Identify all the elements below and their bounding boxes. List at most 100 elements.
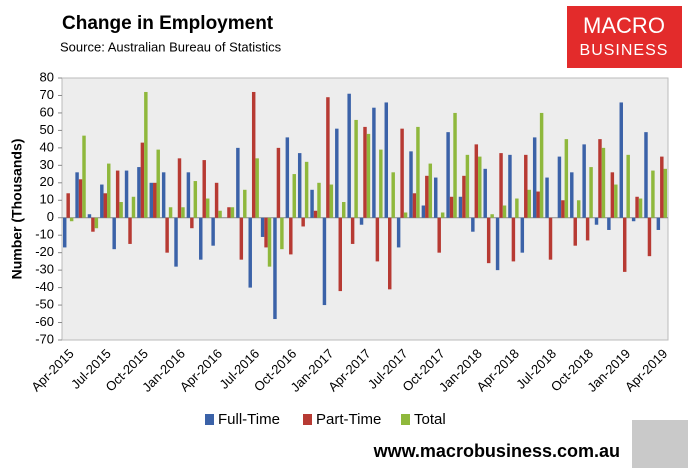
bar [539, 112, 544, 218]
legend-label: Full-Time [218, 411, 280, 428]
y-tick-label: 60 [40, 104, 54, 119]
bar [66, 193, 70, 218]
bar [598, 139, 602, 218]
bar [576, 200, 581, 218]
bar [205, 198, 210, 218]
bar [570, 172, 574, 218]
bar [186, 172, 191, 218]
bar [622, 217, 627, 272]
legend-label: Part-Time [316, 411, 381, 428]
bar [663, 168, 668, 218]
bar [545, 177, 549, 218]
bar [251, 91, 256, 218]
bar [297, 153, 302, 218]
bar [267, 217, 272, 267]
bar [211, 217, 215, 246]
y-tick-label: -10 [35, 227, 54, 242]
logo-line: BUSINESS [580, 42, 669, 59]
bar [202, 160, 206, 218]
y-tick-label: -70 [35, 331, 54, 346]
bar [660, 156, 664, 218]
bar [62, 217, 67, 248]
bar [564, 139, 569, 218]
bar [520, 217, 525, 253]
bar [458, 196, 463, 218]
bar [363, 126, 367, 218]
bar [255, 158, 259, 218]
bar [128, 217, 132, 244]
bar [243, 189, 247, 218]
y-tick-label: -40 [35, 279, 54, 294]
chart-title: Change in Employment [62, 13, 274, 34]
bar [440, 212, 445, 218]
bar [403, 212, 408, 218]
bar [573, 217, 577, 246]
bar [607, 217, 611, 230]
bar [446, 132, 450, 218]
bar [644, 132, 648, 218]
bar [218, 210, 222, 218]
bar [107, 163, 111, 218]
bar [310, 189, 314, 218]
bar [515, 198, 519, 218]
bar [619, 102, 623, 218]
bar [165, 217, 169, 253]
y-tick-label: -50 [35, 297, 54, 312]
bar [391, 172, 395, 218]
x-tick-label: Apr-2015 [28, 346, 76, 394]
bar [638, 198, 643, 218]
y-tick-label: 0 [47, 209, 54, 224]
bar [335, 128, 339, 218]
bar [589, 167, 593, 218]
bar [437, 217, 441, 253]
bar [140, 142, 145, 218]
bar [594, 217, 599, 225]
bar [260, 217, 265, 237]
legend-swatch [401, 414, 410, 425]
bar [388, 217, 392, 290]
bar [338, 217, 342, 292]
bar [483, 168, 487, 218]
bar [285, 137, 290, 218]
bar [465, 154, 470, 218]
bar [561, 200, 565, 218]
bar [248, 217, 252, 288]
bar [149, 182, 154, 218]
chart-subtitle: Source: Australian Bureau of Statistics [60, 39, 282, 54]
y-tick-label: -60 [35, 314, 54, 329]
bar [635, 196, 639, 218]
bar [453, 112, 457, 218]
bar [280, 217, 284, 250]
bar [508, 154, 512, 218]
bar [94, 217, 99, 229]
y-tick-label: 20 [40, 174, 54, 189]
bar [474, 144, 479, 218]
bar [347, 93, 351, 218]
bar [434, 177, 438, 218]
bar [499, 153, 503, 218]
bar [502, 205, 507, 218]
bar [322, 217, 327, 306]
y-axis-label: Number (Thousands) [9, 139, 25, 280]
bar [199, 217, 203, 260]
bar [610, 172, 615, 218]
bar [372, 107, 376, 218]
bar [614, 184, 618, 218]
bar [227, 207, 231, 218]
bar [548, 217, 553, 260]
bar [601, 147, 606, 218]
bar [301, 217, 305, 227]
bar [527, 189, 531, 218]
bar [326, 97, 330, 218]
bar [289, 217, 293, 255]
bar [428, 163, 433, 218]
y-tick-label: 30 [40, 157, 54, 172]
bar [490, 214, 494, 218]
bar [131, 196, 136, 218]
y-tick-label: 40 [40, 139, 54, 154]
bar [631, 217, 636, 222]
bar [82, 135, 86, 218]
y-tick-label: 80 [40, 69, 54, 84]
bar [91, 217, 95, 232]
